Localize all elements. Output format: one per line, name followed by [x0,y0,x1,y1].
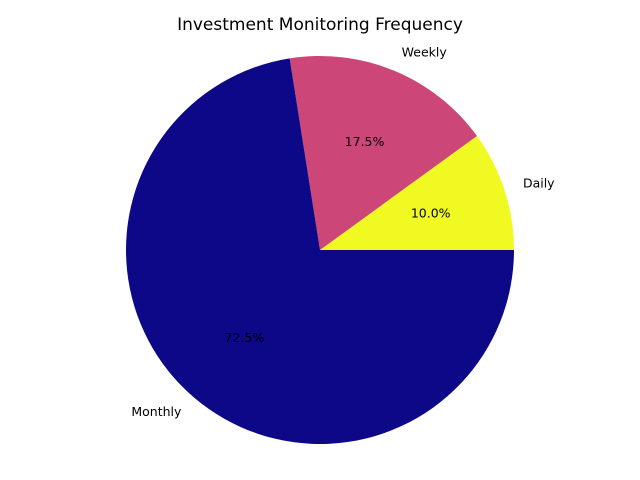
pie-labels: Daily 10.0% Weekly 17.5% Monthly 72.5% [131,44,555,418]
slice-label-monthly: Monthly [131,404,182,419]
chart-title: Investment Monitoring Frequency [177,15,463,35]
pie-slice-weekly [289,55,477,250]
slice-label-daily: Daily [523,176,555,191]
pie-slice-daily [320,135,514,250]
slice-percent-daily: 10.0% [411,206,451,221]
pie-slices [125,55,514,445]
slice-percent-monthly: 72.5% [225,330,265,345]
slice-percent-weekly: 17.5% [345,134,385,149]
pie-slice-monthly [125,58,514,445]
slice-label-weekly: Weekly [402,44,448,59]
